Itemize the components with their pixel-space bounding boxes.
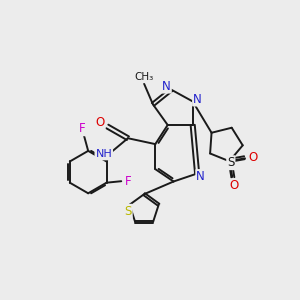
Text: O: O bbox=[248, 151, 257, 164]
Text: F: F bbox=[79, 122, 86, 135]
Text: N: N bbox=[162, 80, 171, 93]
Text: S: S bbox=[227, 156, 235, 169]
Text: N: N bbox=[193, 93, 202, 106]
Text: N: N bbox=[196, 170, 205, 183]
Text: O: O bbox=[229, 179, 239, 192]
Text: NH: NH bbox=[95, 149, 112, 159]
Text: CH₃: CH₃ bbox=[134, 72, 154, 82]
Text: O: O bbox=[95, 116, 105, 129]
Text: S: S bbox=[124, 205, 132, 218]
Text: F: F bbox=[124, 175, 131, 188]
